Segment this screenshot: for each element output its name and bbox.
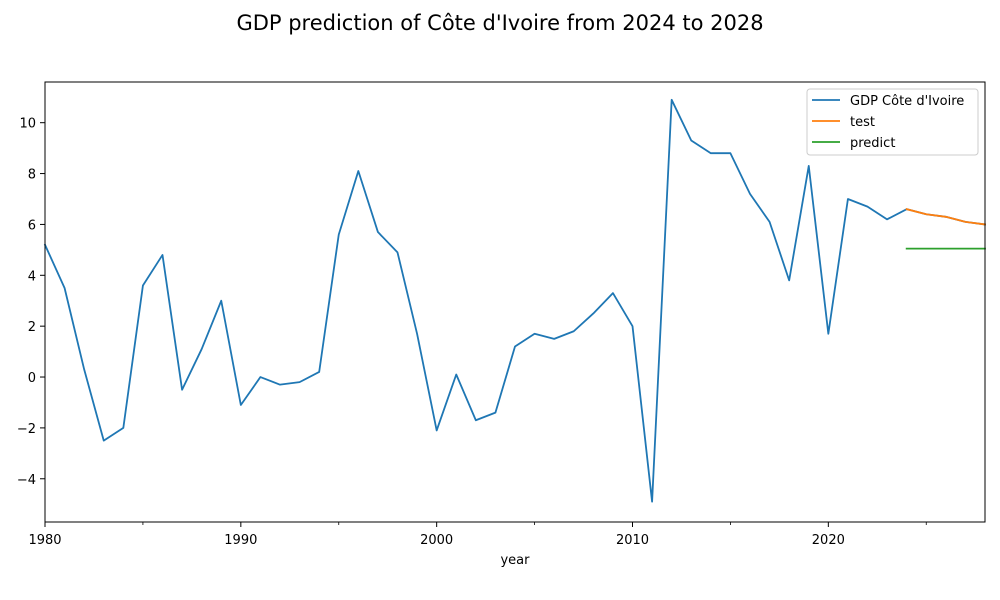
series-line-0 bbox=[43, 98, 987, 503]
x-axis: 1980 1990 2000 2010 2020 bbox=[28, 522, 927, 548]
y-axis: −4 −2 0 2 4 6 8 10 bbox=[17, 117, 45, 488]
plot-area bbox=[43, 81, 987, 523]
legend: GDP Côte d'Ivoire test predict bbox=[806, 88, 979, 156]
x-axis-title: year bbox=[500, 553, 530, 568]
x-tick-label: 2000 bbox=[420, 533, 453, 548]
legend-label-1: test bbox=[850, 115, 875, 130]
y-tick-label: 4 bbox=[28, 269, 36, 284]
y-tick-label: 10 bbox=[19, 117, 36, 132]
y-tick-label: 8 bbox=[28, 168, 36, 183]
x-tick-label: 1980 bbox=[28, 533, 61, 548]
y-tick-label: −2 bbox=[17, 422, 36, 437]
chart-title: GDP prediction of Côte d'Ivoire from 202… bbox=[236, 11, 763, 35]
x-tick-label: 1990 bbox=[224, 533, 257, 548]
x-tick-label: 2020 bbox=[812, 533, 845, 548]
y-tick-label: 6 bbox=[28, 218, 36, 233]
x-tick-label: 2010 bbox=[616, 533, 649, 548]
legend-label-0: GDP Côte d'Ivoire bbox=[850, 94, 964, 109]
series-line-1 bbox=[905, 208, 987, 226]
legend-label-2: predict bbox=[850, 136, 895, 151]
legend-box bbox=[806, 88, 979, 156]
y-tick-label: −4 bbox=[17, 473, 36, 488]
y-tick-label: 0 bbox=[28, 371, 36, 386]
plot-frame bbox=[44, 81, 986, 523]
y-tick-label: 2 bbox=[28, 320, 36, 335]
